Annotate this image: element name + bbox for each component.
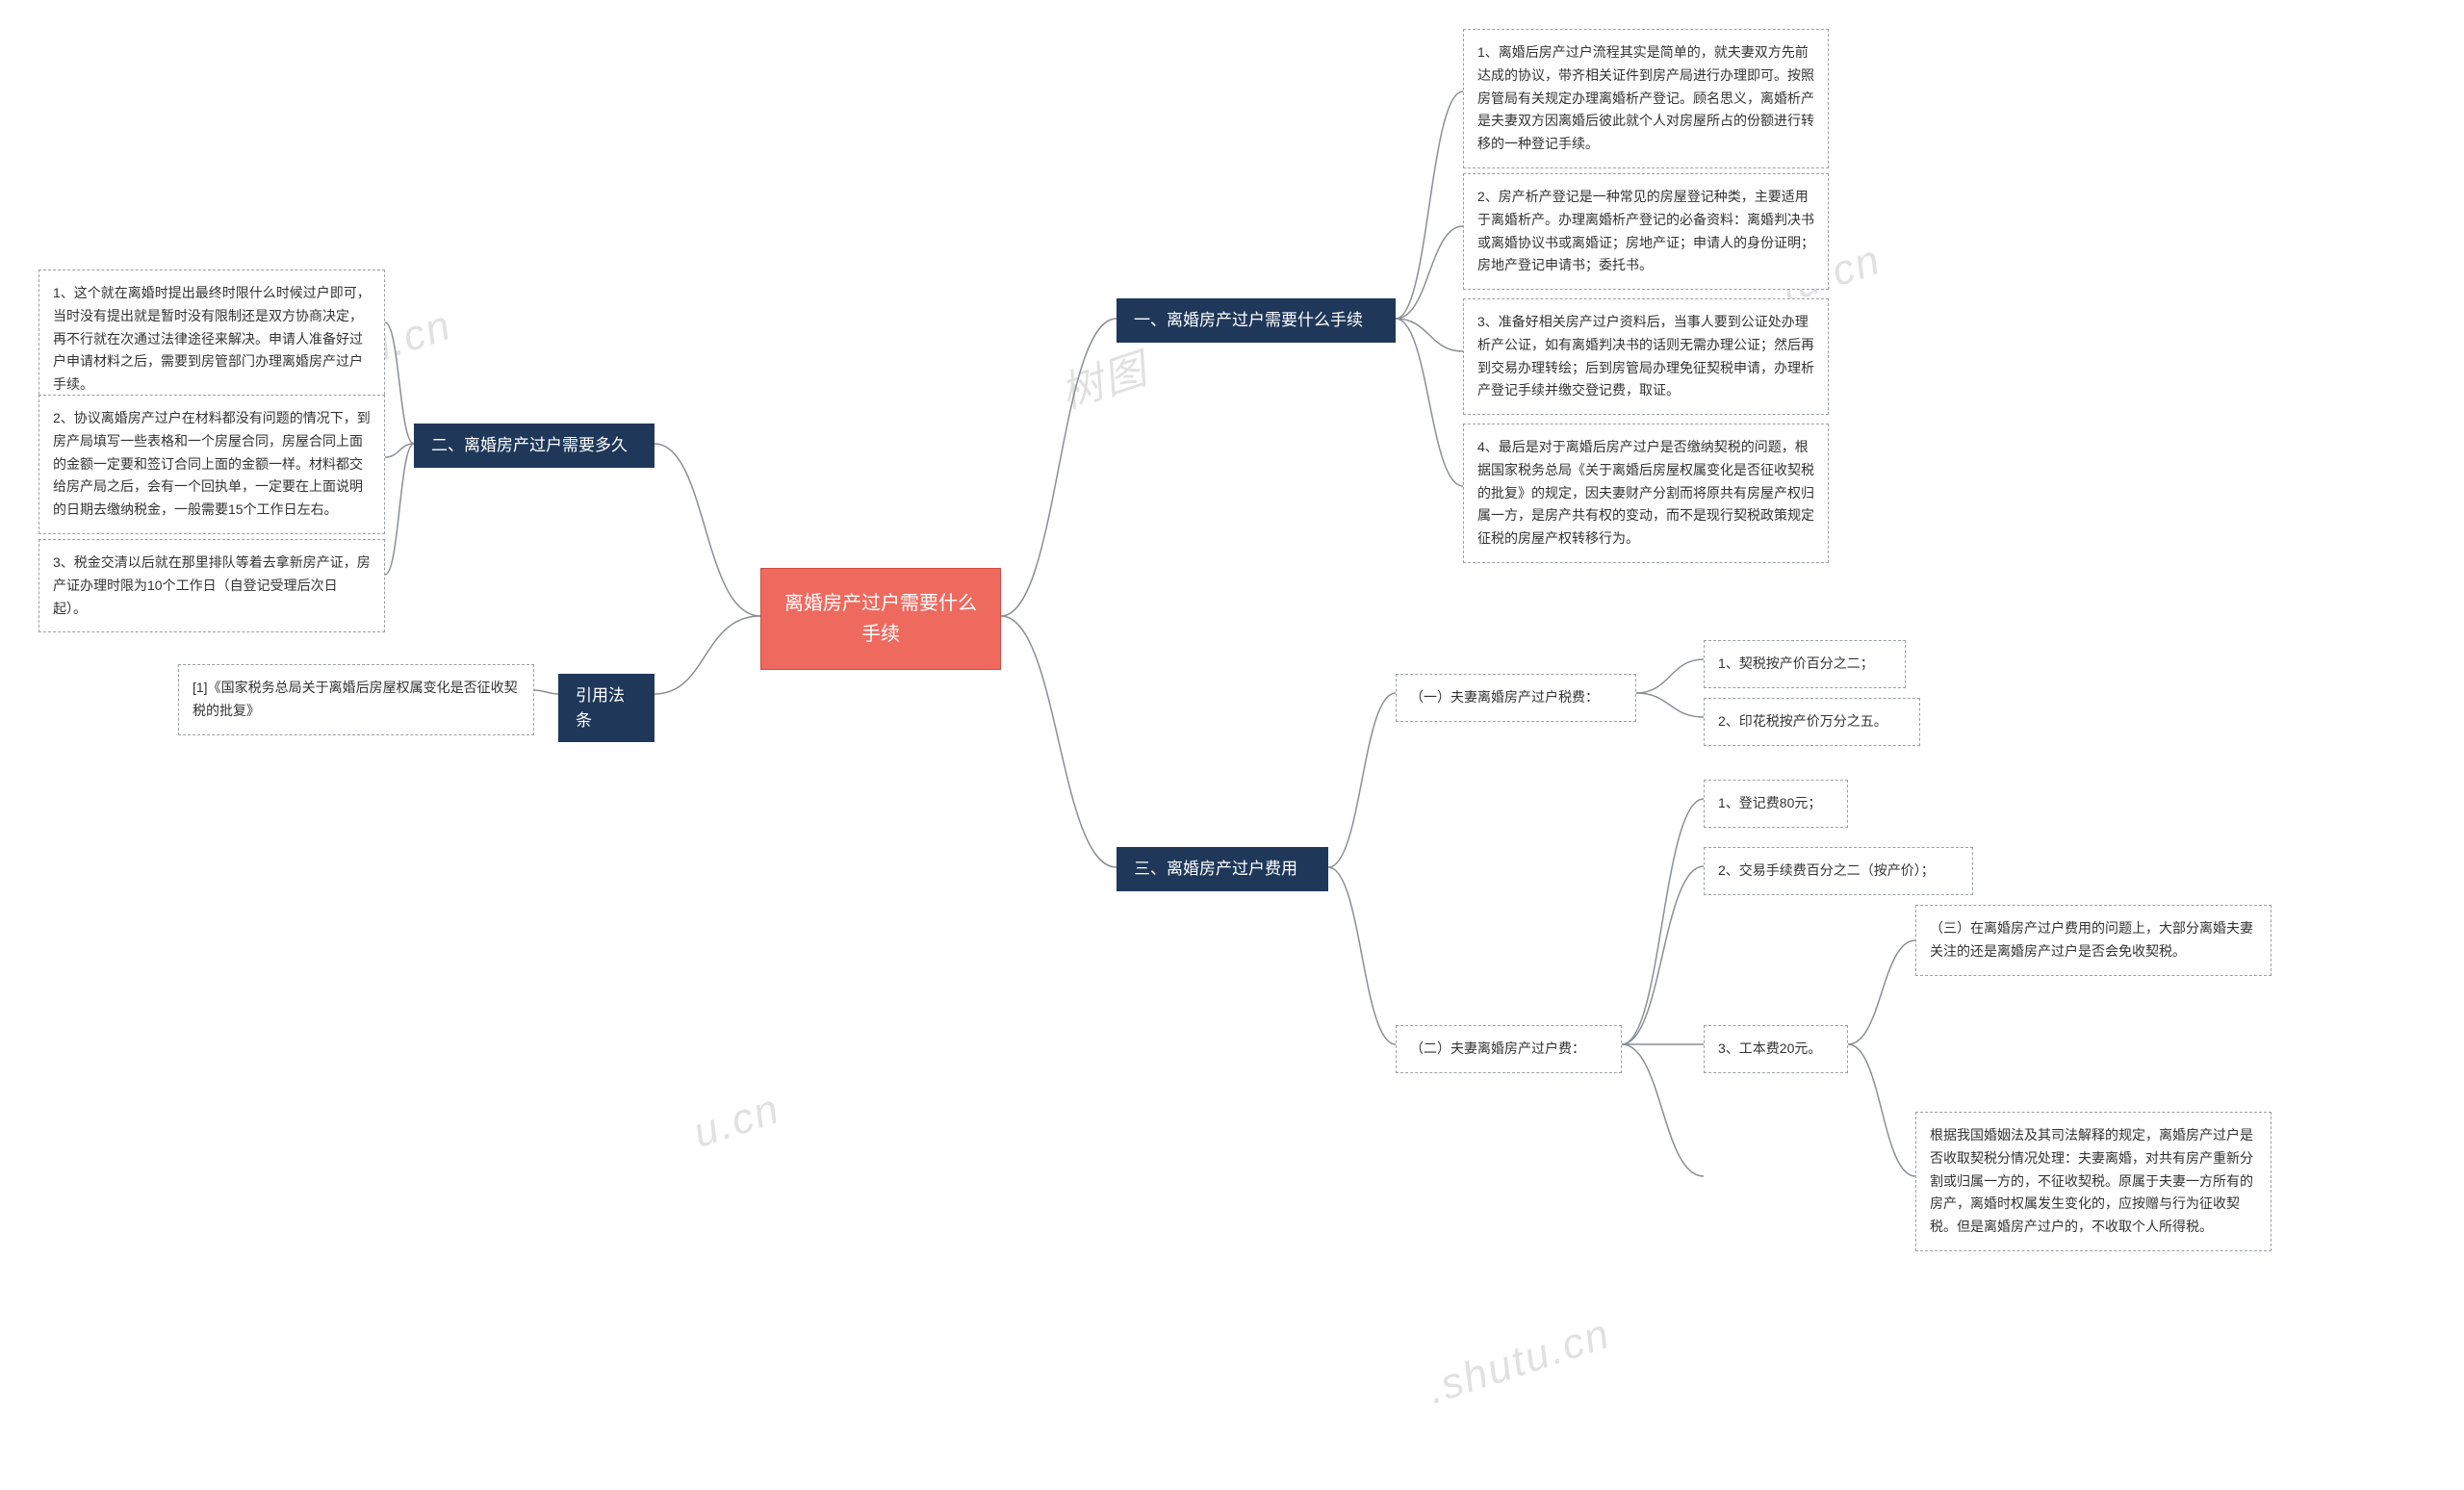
leaf-node[interactable]: 2、协议离婚房产过户在材料都没有问题的情况下，到房产局填写一些表格和一个房屋合同… (38, 395, 385, 534)
leaf-text: 2、印花税按产价万分之五。 (1718, 713, 1887, 729)
leaf-text: 2、协议离婚房产过户在材料都没有问题的情况下，到房产局填写一些表格和一个房屋合同… (53, 410, 371, 517)
leaf-text: 2、交易手续费百分之二（按产价）； (1718, 862, 1935, 878)
leaf-node[interactable]: 2、交易手续费百分之二（按产价）； (1704, 847, 1973, 895)
leaf-node[interactable]: 1、这个就在离婚时提出最终时限什么时候过户即可，当时没有提出就是暂时没有限制还是… (38, 270, 385, 409)
leaf-text: 2、房产析产登记是一种常见的房屋登记种类，主要适用于离婚析产。办理离婚析产登记的… (1477, 189, 1814, 272)
branch-citation[interactable]: 引用法条 (558, 674, 654, 742)
leaf-node[interactable]: 3、税金交清以后就在那里排队等着去拿新房产证，房产证办理时限为10个工作日（自登… (38, 539, 385, 632)
leaf-text: 3、准备好相关房产过户资料后，当事人要到公证处办理析产公证，如有离婚判决书的话则… (1477, 314, 1814, 398)
leaf-node[interactable]: 4、最后是对于离婚后房产过户是否缴纳契税的问题，根据国家税务总局《关于离婚后房屋… (1463, 424, 1829, 563)
leaf-text: 根据我国婚姻法及其司法解释的规定，离婚房产过户是否收取契税分情况处理：夫妻离婚，… (1930, 1127, 2253, 1234)
sub-branch-transfer-fee[interactable]: （二）夫妻离婚房产过户费： (1396, 1025, 1622, 1073)
leaf-text: 4、最后是对于离婚后房产过户是否缴纳契税的问题，根据国家税务总局《关于离婚后房屋… (1477, 439, 1814, 546)
branch-duration[interactable]: 二、离婚房产过户需要多久 (414, 424, 654, 468)
root-node[interactable]: 离婚房产过户需要什么手续 (760, 568, 1001, 670)
root-label: 离婚房产过户需要什么手续 (784, 593, 977, 645)
leaf-node[interactable]: 1、登记费80元； (1704, 780, 1848, 828)
leaf-node[interactable]: （三）在离婚房产过户费用的问题上，大部分离婚夫妻关注的还是离婚房产过户是否会免收… (1915, 905, 2272, 976)
connector-layer (0, 0, 2464, 1490)
branch-label: 一、离婚房产过户需要什么手续 (1134, 311, 1363, 329)
leaf-node[interactable]: [1]《国家税务总局关于离婚后房屋权属变化是否征收契税的批复》 (178, 664, 534, 735)
leaf-node[interactable]: 1、契税按产价百分之二； (1704, 640, 1906, 688)
leaf-text: 1、登记费80元； (1718, 795, 1821, 810)
leaf-text: 1、离婚后房产过户流程其实是简单的，就夫妻双方先前达成的协议，带齐相关证件到房产… (1477, 44, 1814, 151)
leaf-node[interactable]: 3、准备好相关房产过户资料后，当事人要到公证处办理析产公证，如有离婚判决书的话则… (1463, 298, 1829, 415)
watermark: u.cn (688, 1085, 786, 1158)
leaf-text: [1]《国家税务总局关于离婚后房屋权属变化是否征收契税的批复》 (192, 680, 518, 718)
branch-fees[interactable]: 三、离婚房产过户费用 (1116, 847, 1328, 891)
leaf-node[interactable]: 3、工本费20元。 (1704, 1025, 1848, 1073)
watermark: .shutu.cn (1422, 1310, 1616, 1414)
leaf-node[interactable]: 根据我国婚姻法及其司法解释的规定，离婚房产过户是否收取契税分情况处理：夫妻离婚，… (1915, 1112, 2272, 1251)
leaf-text: （三）在离婚房产过户费用的问题上，大部分离婚夫妻关注的还是离婚房产过户是否会免收… (1930, 920, 2253, 959)
leaf-text: 3、工本费20元。 (1718, 1040, 1821, 1056)
leaf-text: 1、契税按产价百分之二； (1718, 655, 1874, 671)
branch-label: 引用法条 (576, 686, 625, 730)
leaf-text: 1、这个就在离婚时提出最终时限什么时候过户即可，当时没有提出就是暂时没有限制还是… (53, 285, 371, 392)
leaf-text: （二）夫妻离婚房产过户费： (1410, 1040, 1585, 1056)
branch-label: 三、离婚房产过户费用 (1134, 860, 1297, 878)
leaf-node[interactable]: 2、印花税按产价万分之五。 (1704, 698, 1920, 746)
leaf-node[interactable]: 1、离婚后房产过户流程其实是简单的，就夫妻双方先前达成的协议，带齐相关证件到房产… (1463, 29, 1829, 168)
leaf-text: （一）夫妻离婚房产过户税费： (1410, 689, 1599, 705)
leaf-text: 3、税金交清以后就在那里排队等着去拿新房产证，房产证办理时限为10个工作日（自登… (53, 554, 371, 616)
branch-procedures[interactable]: 一、离婚房产过户需要什么手续 (1116, 298, 1396, 343)
watermark: 树图 (1051, 334, 1154, 420)
branch-label: 二、离婚房产过户需要多久 (431, 436, 628, 454)
sub-branch-tax[interactable]: （一）夫妻离婚房产过户税费： (1396, 674, 1636, 722)
leaf-node[interactable]: 2、房产析产登记是一种常见的房屋登记种类，主要适用于离婚析产。办理离婚析产登记的… (1463, 173, 1829, 290)
